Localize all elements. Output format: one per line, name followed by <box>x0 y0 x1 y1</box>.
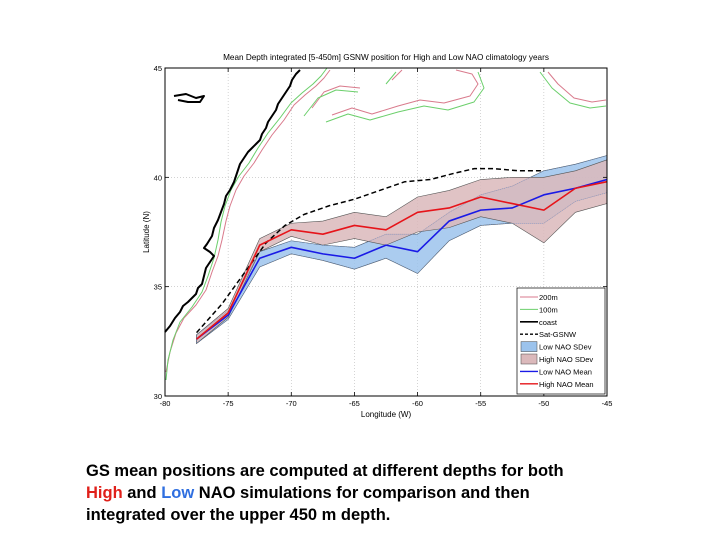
coastline <box>164 69 301 333</box>
caption-line-2-rest: NAO simulations for comparison and then <box>194 484 530 502</box>
x-tick-label: -60 <box>412 399 423 408</box>
chart-title: Mean Depth integrated [5-450m] GSNW posi… <box>223 53 549 62</box>
y-tick-label: 40 <box>154 173 162 182</box>
x-tick-label: -65 <box>349 399 360 408</box>
legend: 200m 100m coast Sat-GSNW Low NAO SDev High NA… <box>516 287 606 395</box>
legend-swatch <box>520 341 538 352</box>
caption: GS mean positions are computed at differ… <box>86 460 706 526</box>
legend-label: coast <box>539 318 558 327</box>
legend-swatch <box>520 353 538 365</box>
chart: -80 -75 -70 -65 -60 -55 -50 -45 30 35 40 45 Mean De… <box>142 53 613 419</box>
x-tick-label: -55 <box>475 399 486 408</box>
contour-banks-100m <box>303 71 607 123</box>
legend-label: 200m <box>539 293 558 302</box>
low-nao-mean-line <box>196 178 608 340</box>
x-tick-label: -80 <box>160 399 171 408</box>
low-nao-sdev-texture <box>196 155 608 344</box>
high-nao-mean-line <box>196 180 608 340</box>
legend-box <box>516 287 606 395</box>
plot-frame <box>164 67 608 397</box>
axis-ticks: -80 -75 -70 -65 -60 -55 -50 -45 30 35 40 45 <box>154 64 613 408</box>
caption-line-1: GS mean positions are computed at differ… <box>86 462 564 480</box>
x-tick-label: -70 <box>286 399 297 408</box>
y-tick-label: 45 <box>154 64 162 73</box>
legend-label: 100m <box>539 305 558 314</box>
series-lines <box>196 167 608 340</box>
caption-and: and <box>122 484 162 502</box>
legend-label: Low NAO SDev <box>539 343 592 352</box>
legend-label: Low NAO Mean <box>539 367 592 376</box>
coastline-island <box>173 93 205 103</box>
contour-200m-shelf <box>165 69 331 373</box>
caption-high-word: High <box>86 484 123 502</box>
x-tick-label: -75 <box>223 399 234 408</box>
x-tick-label: -45 <box>602 399 613 408</box>
contour-100m-shelf <box>165 67 328 381</box>
legend-label: High NAO Mean <box>539 380 594 389</box>
y-axis-label: Latitude (N) <box>142 211 151 253</box>
caption-low-word: Low <box>161 484 195 502</box>
y-tick-label: 30 <box>154 392 162 401</box>
caption-line-3: integrated over the upper 450 m depth. <box>86 506 391 524</box>
y-tick-label: 35 <box>154 283 162 292</box>
legend-label: High NAO SDev <box>539 355 593 364</box>
grid <box>165 68 607 396</box>
map-layer <box>164 67 607 381</box>
x-axis-label: Longitude (W) <box>361 410 412 419</box>
contour-banks-200m <box>311 69 607 116</box>
caption-line-2: High and Low NAO simulations for compari… <box>86 482 706 504</box>
sat-gsnw-line <box>196 167 544 334</box>
x-tick-label: -50 <box>538 399 549 408</box>
legend-label: Sat-GSNW <box>539 330 577 339</box>
